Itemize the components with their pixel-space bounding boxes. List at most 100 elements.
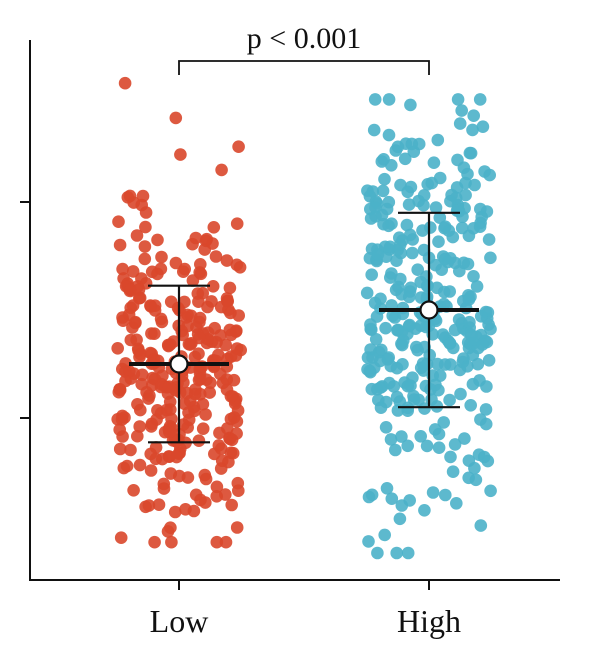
p-value-label: p < 0.001 (247, 22, 361, 55)
data-point (462, 293, 476, 306)
data-point (142, 499, 156, 512)
data-point (473, 374, 486, 387)
data-point (140, 386, 153, 399)
data-point (369, 333, 383, 346)
data-point (483, 168, 497, 182)
data-point (446, 230, 460, 244)
data-point (482, 318, 495, 331)
data-point (209, 250, 223, 263)
axes: Low High (20, 40, 560, 639)
data-point (169, 256, 183, 270)
data-point (432, 235, 445, 248)
data-point (165, 535, 178, 549)
data-point (474, 202, 487, 216)
data-point (190, 320, 203, 334)
mean-marker (169, 354, 189, 374)
data-point (433, 171, 447, 185)
data-point (401, 439, 415, 453)
data-point (437, 416, 451, 429)
data-point (148, 327, 161, 341)
data-point (369, 201, 382, 214)
data-point (390, 254, 403, 267)
data-point (192, 373, 206, 387)
data-point (183, 338, 197, 351)
data-point (133, 420, 146, 433)
data-point (187, 400, 201, 414)
data-point (467, 270, 480, 283)
data-point (222, 455, 235, 469)
data-point (210, 490, 223, 503)
data-point (207, 221, 221, 234)
data-point (450, 497, 463, 510)
data-point (196, 422, 210, 436)
data-point (391, 140, 405, 154)
data-point (378, 528, 392, 542)
data-point (395, 430, 408, 443)
data-point (482, 354, 496, 367)
data-point (229, 325, 243, 338)
data-point (430, 281, 444, 295)
data-point (136, 189, 150, 203)
data-point (473, 93, 487, 106)
data-point (383, 240, 397, 254)
data-point (118, 76, 132, 90)
data-point (168, 505, 182, 519)
data-point (431, 133, 445, 147)
data-point (376, 184, 390, 198)
data-point (203, 386, 216, 399)
data-point (438, 221, 451, 235)
data-point (194, 267, 208, 281)
x-tick-label: Low (150, 603, 209, 639)
data-point (385, 217, 398, 230)
data-point (152, 498, 166, 512)
data-point (457, 256, 471, 270)
significance-annotation: p < 0.001 (178, 22, 430, 75)
data-point (479, 417, 493, 431)
data-point (424, 383, 437, 396)
data-point (474, 519, 488, 532)
data-point (148, 535, 161, 549)
data-point (426, 486, 440, 499)
data-point (145, 347, 158, 361)
data-point (394, 272, 407, 286)
data-point (436, 328, 450, 341)
data-point (432, 441, 446, 455)
data-point (455, 104, 469, 117)
data-point (371, 546, 384, 560)
data-point (230, 521, 244, 534)
data-point (403, 494, 417, 507)
data-point (381, 353, 395, 366)
data-point (170, 450, 183, 464)
data-point (405, 137, 419, 151)
data-point (191, 287, 205, 300)
data-point (192, 434, 206, 448)
data-point (397, 334, 410, 347)
data-point (441, 255, 455, 269)
data-point (404, 98, 417, 112)
data-point (194, 258, 207, 271)
data-point (230, 217, 244, 230)
data-point (382, 93, 396, 106)
data-point (144, 464, 158, 477)
data-point (158, 425, 172, 439)
data-point (219, 338, 232, 352)
data-point (449, 191, 463, 205)
data-point (444, 358, 457, 371)
data-point (390, 390, 404, 404)
data-point (484, 484, 497, 498)
data-point (133, 458, 147, 472)
data-point (219, 535, 233, 549)
data-point (481, 454, 495, 468)
data-point (450, 204, 464, 217)
data-point (173, 469, 186, 483)
data-point (189, 488, 203, 502)
data-point (112, 215, 125, 228)
data-point (453, 117, 467, 130)
data-point (223, 281, 237, 295)
data-point (224, 390, 238, 403)
data-point (406, 371, 419, 385)
data-point (227, 373, 241, 387)
data-point (130, 229, 144, 242)
data-point (132, 283, 146, 296)
data-point (471, 357, 485, 371)
